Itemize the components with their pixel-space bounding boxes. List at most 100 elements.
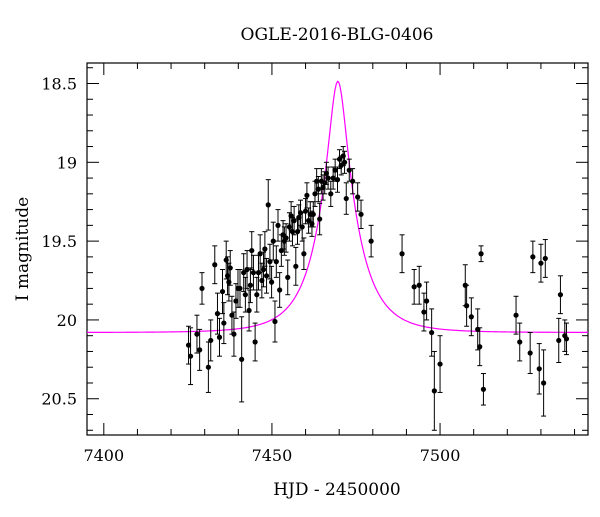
point-marker — [263, 273, 270, 279]
data-point — [231, 311, 237, 357]
data-point — [250, 254, 257, 291]
point-marker — [221, 320, 227, 326]
point-marker — [250, 270, 257, 276]
data-point — [431, 350, 437, 431]
data-point — [227, 250, 233, 286]
point-marker — [477, 344, 483, 350]
point-marker — [249, 247, 255, 254]
point-marker — [216, 334, 223, 340]
data-point — [247, 267, 254, 304]
x-tick-label: 7400 — [83, 446, 124, 465]
data-point — [477, 327, 483, 367]
data-point — [343, 182, 349, 215]
data-point — [556, 317, 562, 363]
data-point — [464, 284, 470, 327]
point-marker — [517, 339, 523, 345]
point-marker — [343, 195, 349, 202]
point-marker — [212, 262, 218, 268]
point-marker — [302, 208, 309, 214]
data-point — [478, 245, 484, 263]
data-point — [527, 332, 533, 375]
data-point — [301, 237, 307, 270]
data-point — [513, 295, 519, 335]
point-marker — [556, 337, 562, 344]
data-point — [317, 202, 323, 236]
point-marker — [301, 251, 307, 257]
point-marker — [424, 298, 430, 304]
data-point — [416, 265, 422, 305]
point-marker — [208, 337, 214, 344]
y-tick-label: 20.5 — [41, 390, 77, 409]
data-point — [325, 166, 331, 190]
data-point — [437, 335, 443, 393]
point-marker — [265, 202, 271, 208]
data-point — [299, 212, 305, 242]
point-marker — [536, 366, 542, 372]
point-marker — [527, 350, 533, 356]
point-marker — [358, 211, 364, 217]
point-marker — [541, 380, 547, 386]
point-marker — [315, 186, 321, 192]
point-marker — [328, 191, 334, 197]
point-marker — [270, 238, 276, 244]
data-point — [249, 231, 255, 270]
plot-frame — [86, 62, 589, 436]
data-point — [194, 314, 200, 354]
data-point — [212, 245, 218, 285]
point-marker — [227, 265, 233, 271]
point-marker — [262, 246, 268, 252]
data-point — [294, 218, 301, 245]
data-point — [424, 281, 430, 321]
point-marker — [325, 175, 331, 181]
point-marker — [187, 353, 194, 359]
data-point — [221, 302, 227, 345]
point-marker — [332, 167, 338, 173]
data-point — [208, 319, 214, 362]
point-marker — [563, 336, 570, 342]
point-marker — [355, 194, 361, 200]
data-point — [237, 268, 243, 308]
point-marker — [272, 318, 278, 325]
point-marker — [464, 303, 470, 309]
y-tick-label: 19.5 — [41, 232, 77, 251]
data-point — [233, 283, 239, 319]
data-point — [272, 300, 278, 343]
point-marker — [330, 175, 336, 181]
chart-title: OGLE-2016-BLG-0406 — [241, 25, 434, 45]
point-marker — [429, 329, 435, 336]
point-marker — [350, 178, 356, 184]
data-point — [355, 182, 361, 212]
point-marker — [480, 386, 487, 392]
y-axis-label: I magnitude — [13, 197, 33, 301]
data-point — [283, 223, 289, 253]
point-marker — [247, 282, 254, 288]
y-tick-label: 19 — [57, 153, 77, 172]
point-marker — [185, 342, 192, 348]
data-point — [187, 327, 194, 386]
data-point — [536, 343, 542, 395]
data-point — [199, 272, 205, 305]
point-marker — [239, 356, 245, 362]
point-marker — [242, 292, 248, 298]
data-point — [563, 322, 570, 356]
data-point — [538, 243, 544, 283]
point-marker — [557, 292, 564, 298]
point-marker — [246, 307, 252, 314]
point-marker — [538, 260, 544, 266]
point-marker — [277, 287, 283, 293]
point-marker — [199, 285, 205, 292]
data-point — [541, 349, 547, 417]
point-marker — [530, 254, 536, 260]
data-point — [216, 317, 223, 357]
data-point — [542, 239, 548, 278]
y-tick-label: 18.5 — [41, 74, 77, 93]
point-marker — [268, 279, 275, 285]
point-marker — [468, 314, 474, 320]
point-marker — [310, 211, 316, 217]
data-point — [239, 316, 245, 403]
point-marker — [437, 361, 443, 367]
y-tick-label: 20 — [57, 311, 77, 330]
data-point — [285, 259, 291, 296]
point-marker — [399, 251, 405, 257]
point-marker — [299, 224, 305, 230]
